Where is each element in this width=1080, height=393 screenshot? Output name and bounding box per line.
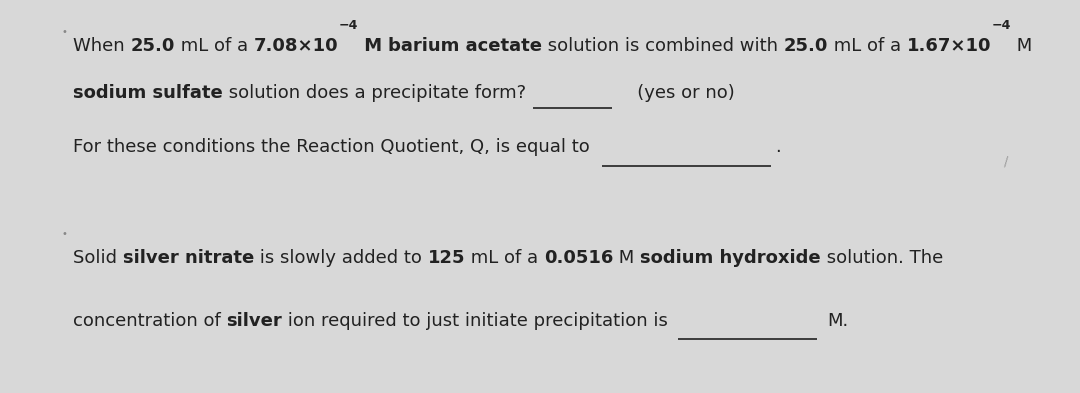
Text: is slowly added to: is slowly added to (254, 249, 428, 267)
Text: 25.0: 25.0 (784, 37, 828, 55)
Text: solution. The: solution. The (821, 249, 943, 267)
Text: .: . (775, 138, 781, 156)
Text: barium acetate: barium acetate (388, 37, 542, 55)
Text: 1.67×10: 1.67×10 (907, 37, 991, 55)
Text: 7.08×10: 7.08×10 (254, 37, 338, 55)
Text: sodium hydroxide: sodium hydroxide (640, 249, 821, 267)
Text: 0.0516: 0.0516 (544, 249, 613, 267)
Text: silver: silver (227, 312, 282, 330)
Text: mL of a: mL of a (828, 37, 907, 55)
Text: When: When (73, 37, 131, 55)
Text: •: • (62, 27, 67, 37)
Text: 125: 125 (428, 249, 465, 267)
Text: concentration of: concentration of (73, 312, 227, 330)
Text: M.: M. (827, 312, 849, 330)
Text: sodium sulfate: sodium sulfate (73, 84, 222, 102)
Text: Solid: Solid (73, 249, 123, 267)
Text: /: / (1002, 155, 1009, 169)
Text: M: M (1011, 37, 1032, 55)
Text: solution does a precipitate form?: solution does a precipitate form? (222, 84, 526, 102)
Text: silver nitrate: silver nitrate (123, 249, 254, 267)
Text: ion required to just initiate precipitation is: ion required to just initiate precipitat… (282, 312, 669, 330)
Text: −4: −4 (338, 19, 357, 32)
Text: 25.0: 25.0 (131, 37, 175, 55)
Text: solution is combined with: solution is combined with (542, 37, 784, 55)
Text: mL of a: mL of a (175, 37, 254, 55)
Text: mL of a: mL of a (465, 249, 544, 267)
Text: −4: −4 (991, 19, 1011, 32)
Text: M: M (357, 37, 388, 55)
Text: For these conditions the Reaction Quotient, Q, is equal to: For these conditions the Reaction Quotie… (73, 138, 590, 156)
Text: •: • (62, 229, 67, 239)
Text: M: M (613, 249, 640, 267)
Text: (yes or no): (yes or no) (620, 84, 735, 102)
